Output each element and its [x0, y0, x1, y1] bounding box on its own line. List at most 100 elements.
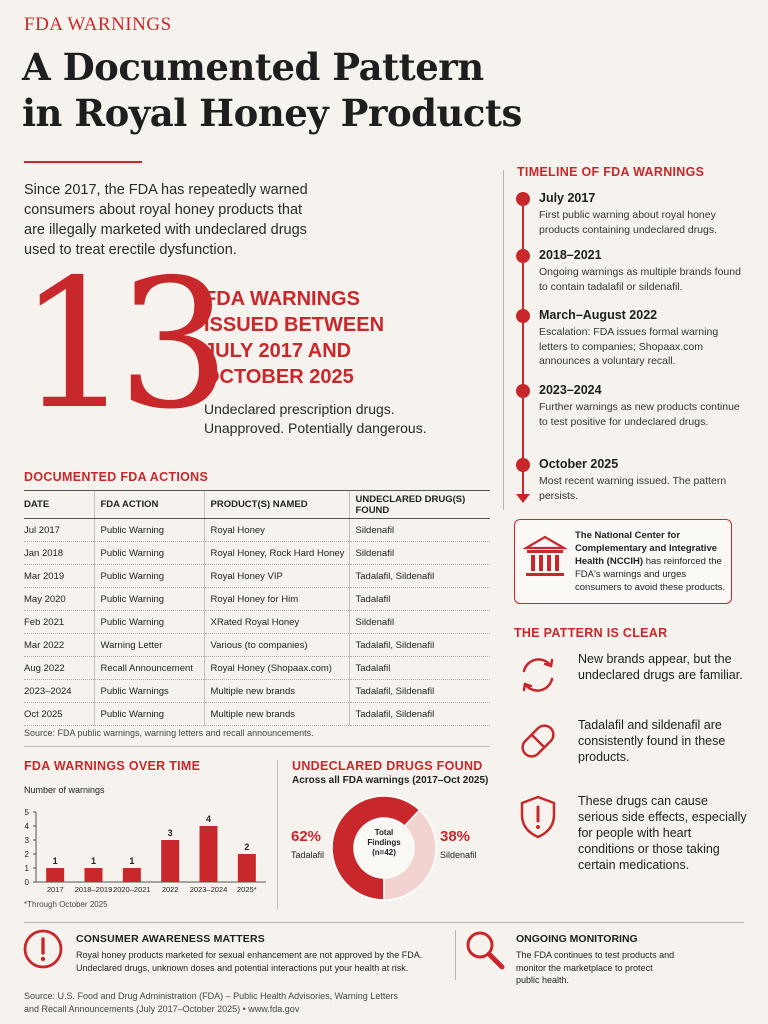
table-row: Aug 2022 Recall Announcement Royal Honey (…: [24, 656, 490, 680]
table-cell: Public Warning: [93, 702, 204, 726]
timeline-item: July 2017 First public warning about roy…: [515, 190, 745, 237]
table-cell: Sildenafil: [348, 610, 490, 634]
ongoing-monitoring-text: The FDA continues to test products and m…: [516, 950, 675, 985]
consumer-awareness-title: CONSUMER AWARENESS MATTERS: [76, 933, 265, 945]
donut-center-label: Total Findings (n=42): [358, 828, 410, 858]
page-title-line-2: in Royal Honey Products: [22, 91, 522, 135]
table-row: Mar 2022 Warning Letter Various (to compan…: [24, 633, 490, 657]
column-header: UNDECLARED DRUG(S) FOUND: [348, 490, 490, 519]
table-cell: Public Warning: [93, 564, 204, 588]
x-tick-label: 2023–2024: [190, 885, 228, 894]
table-cell: Various (to companies): [203, 633, 349, 657]
table-cell: Warning Letter: [93, 633, 204, 657]
donut-chart: [331, 795, 437, 901]
timeline-arrow-icon: [516, 494, 530, 503]
table-cell: Oct 2025: [24, 702, 94, 726]
donut-center-line: Total: [374, 828, 394, 837]
footer-source: Source: U.S. Food and Drug Administratio…: [24, 991, 398, 1014]
chart-divider: [277, 760, 278, 910]
x-tick-label: 2018–2019: [75, 885, 113, 894]
table-cell: Sildenafil: [348, 518, 490, 542]
table-cell: Public Warning: [93, 587, 204, 611]
section-divider: [24, 746, 490, 747]
y-tick-label: 0: [25, 878, 30, 887]
table-cell: Mar 2019: [24, 564, 94, 588]
bar-chart-note: *Through October 2025: [24, 900, 108, 909]
table-row: Feb 2021 Public Warning XRated Royal Honey…: [24, 610, 490, 634]
exclamation-circle-icon: [23, 929, 63, 969]
bar-value-label: 4: [206, 814, 211, 824]
table-cell: Recall Announcement: [93, 656, 204, 680]
table-cell: May 2020: [24, 587, 94, 611]
y-tick-label: 5: [25, 808, 30, 817]
table-cell: Multiple new brands: [203, 702, 349, 726]
caption-line-2: ISSUED BETWEEN: [204, 314, 385, 336]
column-header: DATE: [24, 490, 94, 519]
timeline-dot: [516, 192, 530, 206]
y-tick-label: 2: [25, 850, 30, 859]
bar-value-label: 2: [244, 842, 249, 852]
table-cell: Public Warning: [93, 610, 204, 634]
ongoing-monitoring-title: ONGOING MONITORING: [516, 933, 638, 945]
table-cell: XRated Royal Honey: [203, 610, 349, 634]
bar-value-label: 1: [53, 856, 58, 866]
table-row: Jan 2018 Public Warning Royal Honey, Rock …: [24, 541, 490, 565]
nccih-callout: The National Center for Complementary an…: [514, 519, 732, 604]
bar: [237, 854, 256, 882]
nccih-text: The National Center for Complementary an…: [575, 529, 727, 594]
table-cell: Public Warning: [93, 518, 204, 542]
kicker-label: FDA WARNINGS: [24, 14, 172, 35]
caption-line-1: FDA WARNINGS: [204, 288, 360, 310]
government-building-icon: [523, 535, 567, 576]
donut-chart-subtitle: Across all FDA warnings (2017–Oct 2025): [292, 775, 489, 786]
timeline-item: October 2025 Most recent warning issued.…: [515, 456, 745, 503]
timeline-item: 2023–2024 Further warnings as new produc…: [515, 382, 745, 429]
donut-slice: [331, 795, 421, 901]
table-cell: Royal Honey: [203, 518, 349, 542]
subtext-line-1: Undeclared prescription drugs.: [204, 401, 395, 417]
bottom-column-divider: [455, 930, 456, 980]
timeline-dot: [516, 249, 530, 263]
pattern-item: These drugs can cause serious side effec…: [514, 793, 747, 889]
table-cell: Tadalafil: [348, 587, 490, 611]
y-tick-label: 3: [25, 836, 30, 845]
table-cell: Sildenafil: [348, 541, 490, 565]
table-cell: Feb 2021: [24, 610, 94, 634]
warnings-count-caption: FDA WARNINGS ISSUED BETWEEN JULY 2017 AN…: [204, 286, 424, 390]
table-cell: Jul 2017: [24, 518, 94, 542]
table-cell: Public Warning: [93, 541, 204, 565]
pattern-text: Tadalafil and sildenafil are consistentl…: [578, 718, 726, 764]
table-cell: Public Warnings: [93, 679, 204, 703]
caption-line-3: JULY 2017 AND: [204, 340, 352, 362]
timeline-date: October 2025: [539, 457, 619, 471]
x-tick-label: 2025*: [237, 885, 257, 894]
timeline-dot: [516, 309, 530, 323]
table-row: 2023–2024 Public Warnings Multiple new bra…: [24, 679, 490, 703]
x-tick-label: 2017: [47, 885, 64, 894]
timeline-title: TIMELINE OF FDA WARNINGS: [517, 165, 705, 179]
title-underline: [24, 161, 142, 163]
bar: [122, 868, 141, 882]
bottom-divider: [24, 922, 744, 923]
caption-line-4: OCTOBER 2025: [204, 366, 354, 388]
timeline-dot: [516, 384, 530, 398]
timeline-desc: Further warnings as new products continu…: [539, 401, 740, 428]
donut-chart-title: UNDECLARED DRUGS FOUND: [292, 759, 483, 773]
consumer-awareness-text: Royal honey products marketed for sexual…: [76, 950, 423, 973]
table-row: May 2020 Public Warning Royal Honey for Hi…: [24, 587, 490, 611]
table-header-row: DATE FDA ACTION PRODUCT(S) NAMED UNDECLA…: [24, 490, 490, 519]
tadalafil-label: Tadalafil: [291, 850, 325, 860]
timeline-date: 2018–2021: [539, 248, 602, 262]
y-tick-label: 1: [25, 864, 30, 873]
bar-chart-ylabel: Number of warnings: [24, 785, 105, 795]
x-tick-label: 2020–2021: [113, 885, 151, 894]
column-header: PRODUCT(S) NAMED: [203, 490, 349, 519]
warning-shield-icon: [520, 795, 556, 839]
x-tick-label: 2022: [162, 885, 179, 894]
bar-value-label: 1: [91, 856, 96, 866]
pattern-item: Tadalafil and sildenafil are consistentl…: [514, 717, 744, 767]
nccih-message: has reinforced the FDA's warnings and ur…: [575, 556, 725, 593]
sildenafil-percent: 38%: [440, 828, 471, 845]
table-cell: Tadalafil, Sildenafil: [348, 679, 490, 703]
pill-icon: [521, 724, 555, 758]
